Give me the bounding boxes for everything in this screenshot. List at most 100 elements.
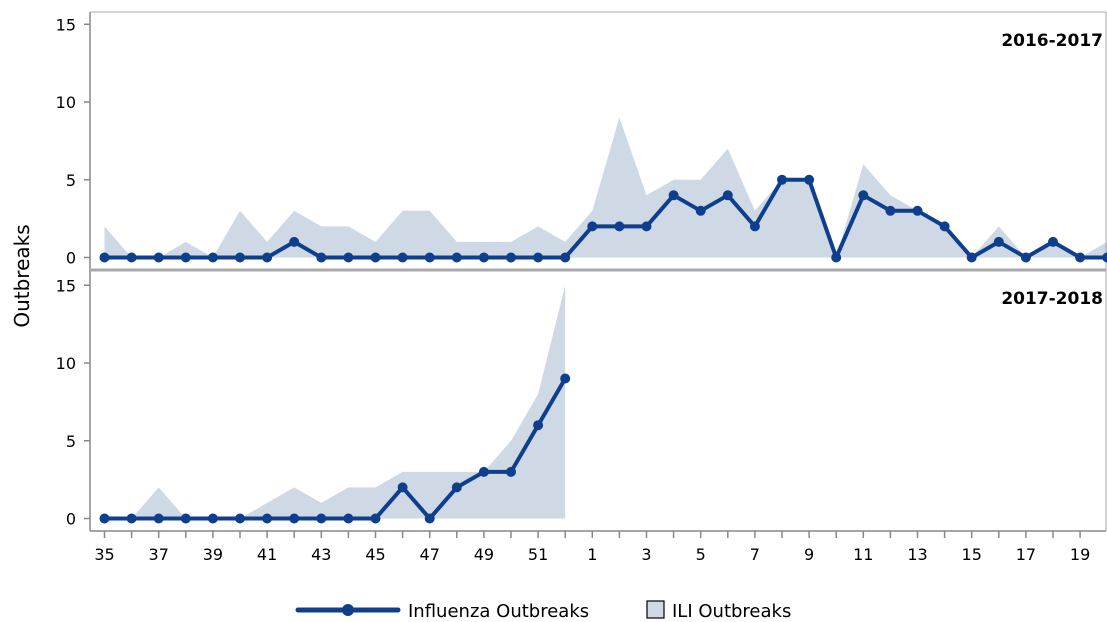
influenza-point <box>397 482 408 493</box>
x-tick-label: 51 <box>528 545 548 564</box>
x-tick-label: 47 <box>420 545 440 564</box>
influenza-point <box>126 252 137 263</box>
influenza-point <box>316 252 327 263</box>
influenza-point <box>370 252 381 263</box>
influenza-point <box>506 466 516 477</box>
influenza-point <box>451 482 462 493</box>
influenza-point <box>993 236 1004 247</box>
influenza-point <box>1102 252 1107 263</box>
influenza-point <box>668 190 679 201</box>
x-tick-label: 7 <box>750 545 760 564</box>
x-tick-label: 49 <box>474 545 494 564</box>
influenza-point <box>478 252 489 263</box>
influenza-line-panel-1 <box>102 177 1107 260</box>
influenza-point <box>1048 236 1058 247</box>
y-tick-label: 5 <box>66 432 76 451</box>
panel-frames <box>89 11 1107 531</box>
influenza-point <box>533 420 544 431</box>
influenza-point <box>153 513 164 524</box>
x-tick-label: 35 <box>94 545 114 564</box>
y-axes: 0 5 10 15 0 5 10 15 <box>56 15 90 529</box>
influenza-point <box>749 221 760 232</box>
x-tick-label: 39 <box>203 545 223 564</box>
influenza-point <box>966 252 977 263</box>
influenza-point <box>1075 252 1086 263</box>
y-tick-label: 15 <box>56 276 76 295</box>
panel-titles: 2016-2017 2017-2018 <box>1001 31 1103 309</box>
influenza-point <box>180 513 191 524</box>
influenza-point <box>370 513 381 524</box>
influenza-point <box>207 513 218 524</box>
influenza-point <box>506 252 516 263</box>
influenza-point <box>343 252 354 263</box>
y-tick-label: 5 <box>66 171 76 190</box>
influenza-point <box>560 373 571 384</box>
y-tick-label: 15 <box>56 15 76 34</box>
x-axis: 35 37 39 41 43 45 47 49 51 1 3 5 7 9 11 13 15 17 19 <box>90 530 1106 564</box>
influenza-point <box>587 221 598 232</box>
legend: Influenza Outbreaks ILI Outbreaks <box>295 600 791 622</box>
influenza-point <box>289 236 300 247</box>
ili-areas <box>104 117 1107 519</box>
influenza-point <box>641 221 652 232</box>
influenza-point <box>695 205 706 216</box>
influenza-point <box>343 513 354 524</box>
legend-influenza-label: Influenza Outbreaks <box>408 601 589 622</box>
x-tick-label: 45 <box>365 545 385 564</box>
x-tick-label: 11 <box>853 545 873 564</box>
influenza-point <box>722 190 733 201</box>
influenza-point <box>289 513 300 524</box>
influenza-point <box>316 513 327 524</box>
influenza-point <box>804 174 815 185</box>
x-tick-label: 5 <box>696 545 706 564</box>
influenza-point <box>235 513 245 524</box>
influenza-point <box>614 221 625 232</box>
x-tick-label: 9 <box>804 545 814 564</box>
influenza-point <box>153 252 164 263</box>
influenza-point <box>939 221 950 232</box>
influenza-point <box>560 252 571 263</box>
influenza-point <box>478 466 489 477</box>
panel-title-2: 2017-2018 <box>1001 289 1103 309</box>
x-tick-label: 1 <box>587 545 597 564</box>
y-tick-label: 10 <box>56 93 76 112</box>
influenza-point <box>424 513 435 524</box>
influenza-point <box>207 252 218 263</box>
x-tick-label: 17 <box>1016 545 1036 564</box>
x-tick-label: 43 <box>311 545 331 564</box>
ili-area-panel-1 <box>104 117 1107 258</box>
influenza-point <box>397 252 408 263</box>
influenza-point <box>235 252 245 263</box>
influenza-point <box>831 252 842 263</box>
x-tick-label: 37 <box>149 545 169 564</box>
x-tick-label: 19 <box>1070 545 1090 564</box>
x-tick-label: 3 <box>641 545 651 564</box>
influenza-point <box>533 252 544 263</box>
influenza-point <box>777 174 787 185</box>
legend-ili-label: ILI Outbreaks <box>672 601 791 622</box>
legend-influenza-swatch-marker <box>342 604 354 616</box>
influenza-point <box>1020 252 1031 263</box>
x-tick-label: 13 <box>907 545 927 564</box>
y-tick-label: 0 <box>66 510 76 529</box>
influenza-point <box>885 205 896 216</box>
influenza-point <box>451 252 462 263</box>
panel-title-1: 2016-2017 <box>1001 31 1103 51</box>
x-tick-label: 15 <box>962 545 982 564</box>
ili-area-panel-2 <box>104 285 566 519</box>
influenza-point <box>262 252 273 263</box>
influenza-point <box>858 190 869 201</box>
influenza-point <box>262 513 273 524</box>
influenza-point <box>912 205 923 216</box>
legend-ili-swatch <box>646 600 665 619</box>
influenza-point <box>99 513 110 524</box>
influenza-point <box>126 513 137 524</box>
y-axis-title: Outbreaks <box>10 224 34 327</box>
influenza-point <box>99 252 110 263</box>
influenza-point <box>180 252 191 263</box>
y-tick-label: 10 <box>56 354 76 373</box>
y-tick-label: 0 <box>66 249 76 268</box>
x-tick-label: 41 <box>257 545 277 564</box>
